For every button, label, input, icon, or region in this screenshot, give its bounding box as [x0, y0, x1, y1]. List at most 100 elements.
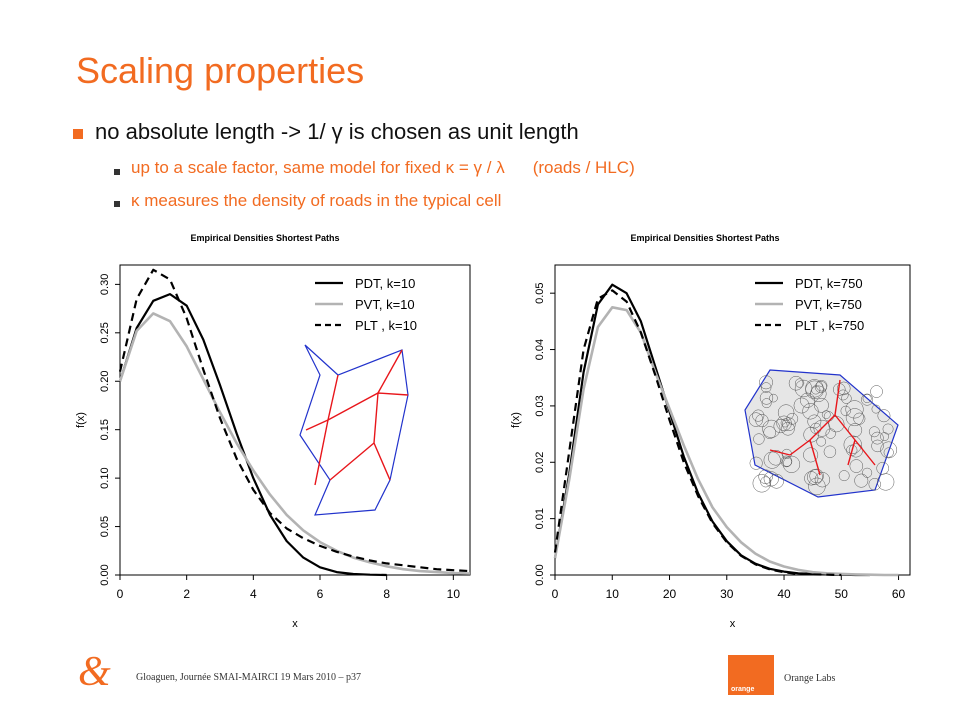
inset-subcell [802, 403, 819, 420]
inset-road [847, 439, 856, 466]
inset-subcell [843, 435, 862, 454]
y-axis-label: f(x) [510, 412, 522, 428]
chart-title: Empirical Densities Shortest Paths [630, 233, 779, 243]
inset-subcell [814, 472, 830, 488]
inset-cell-border [299, 344, 409, 516]
legend-label: PVT, k=10 [355, 297, 415, 312]
inset-road [769, 449, 791, 456]
inset-subcell [755, 414, 769, 428]
x-tick-label: 20 [663, 587, 677, 601]
inset-subcell [780, 418, 790, 428]
y-tick-label: 0.03 [534, 395, 546, 416]
y-tick-label: 0.05 [534, 282, 546, 303]
inset-subcell [868, 478, 881, 491]
inset-subcell [776, 415, 792, 431]
inset-subcell [862, 394, 872, 403]
density-chart-right: Empirical Densities Shortest Paths 0.00 0.… [510, 233, 911, 630]
x-axis-label: x [292, 618, 298, 630]
inset-subcell [825, 428, 836, 439]
inset-subcell [782, 417, 796, 432]
orange-logo-text: orange [731, 686, 755, 693]
footer-citation: Gloaguen, Journée SMAI-MAIRCI 19 Mars 20… [136, 672, 361, 683]
inset-subcell [762, 419, 781, 438]
density-chart-left: Empirical Densities Shortest Paths 0.00 0.… [75, 233, 471, 630]
inset-subcell [799, 392, 816, 408]
inset-subcell [759, 375, 773, 390]
y-axis-label: f(x) [75, 412, 87, 428]
inset-road [377, 349, 403, 394]
y-tick-label: 0.30 [99, 274, 111, 295]
inset-subcell [845, 408, 864, 427]
inset-subcell [877, 409, 891, 423]
inset-subcell [759, 391, 774, 405]
inset-subcell [871, 404, 881, 414]
inset-subcell [786, 412, 799, 425]
plot-frame [119, 264, 471, 576]
inset-subcell [838, 470, 850, 482]
series-line-2 [118, 268, 471, 573]
plot-frame [554, 264, 911, 576]
y-tick-label: 0.00 [534, 564, 546, 585]
bullet-sub-1-note: (roads / HLC) [532, 158, 635, 177]
series-line-2 [553, 289, 842, 577]
inset-subcell [749, 456, 763, 470]
series-line-1 [118, 312, 471, 575]
y-tick-label: 0.04 [534, 339, 546, 360]
inset-subcell [841, 393, 852, 404]
inset-road [789, 379, 841, 456]
inset-subcell [871, 439, 884, 453]
x-tick-label: 10 [447, 587, 461, 601]
x-tick-label: 30 [720, 587, 734, 601]
inset-subcell [793, 397, 810, 414]
inset-cell [744, 369, 899, 498]
inset-subcell [794, 379, 813, 398]
inset-subcell [868, 426, 880, 438]
inset-subcell [883, 447, 894, 458]
y-tick-label: 0.05 [99, 516, 111, 537]
inset-road [305, 419, 329, 431]
legend-label: PVT, k=750 [795, 297, 862, 312]
legend-label: PLT , k=10 [355, 318, 417, 333]
x-tick-label: 10 [606, 587, 620, 601]
x-tick-label: 60 [892, 587, 906, 601]
inset-subcell [760, 476, 772, 488]
x-tick-label: 50 [835, 587, 849, 601]
inset-subcell [880, 441, 898, 459]
inset-subcell [816, 436, 827, 447]
x-tick-label: 0 [552, 587, 559, 601]
inset-subcell [870, 431, 884, 445]
inset-subcell [880, 432, 889, 442]
y-tick-label: 0.25 [99, 322, 111, 343]
x-tick-label: 4 [250, 587, 257, 601]
y-tick-label: 0.00 [99, 564, 111, 585]
inset-subcell [748, 412, 764, 427]
inset-subcell [777, 404, 795, 421]
inset-road [329, 442, 375, 481]
inset-subcell [763, 426, 777, 439]
bullet-sub-2: κ measures the density of roads in the t… [131, 191, 502, 210]
legend-label: PLT , k=750 [795, 318, 864, 333]
legend-label: PDT, k=750 [795, 276, 863, 291]
legend-label: PDT, k=10 [355, 276, 415, 291]
y-tick-label: 0.10 [99, 467, 111, 488]
inset-subcell [808, 477, 826, 496]
inset-subcell [876, 461, 890, 475]
inset-cell [299, 344, 409, 516]
inset-subcell [782, 455, 801, 473]
x-tick-label: 0 [117, 587, 124, 601]
orange-labs-label: Orange Labs [784, 673, 836, 684]
inset-subcell [773, 419, 788, 434]
bullet-sub-1: up to a scale factor, same model for fix… [131, 158, 635, 178]
inset-cell-border [744, 369, 899, 498]
inset-subcell [768, 450, 784, 466]
bullet-sub-1-text: up to a scale factor, same model for fix… [131, 158, 505, 177]
inset-subcell [846, 444, 858, 456]
orange-logo: orange [728, 655, 774, 695]
inset-subcell [823, 445, 837, 458]
inset-subcell [769, 393, 778, 403]
bullet-square-icon [114, 169, 120, 175]
inset-subcell [805, 379, 824, 398]
bullet-square-icon [73, 129, 83, 139]
inset-subcell [845, 400, 864, 419]
inset-subcell [763, 451, 781, 469]
